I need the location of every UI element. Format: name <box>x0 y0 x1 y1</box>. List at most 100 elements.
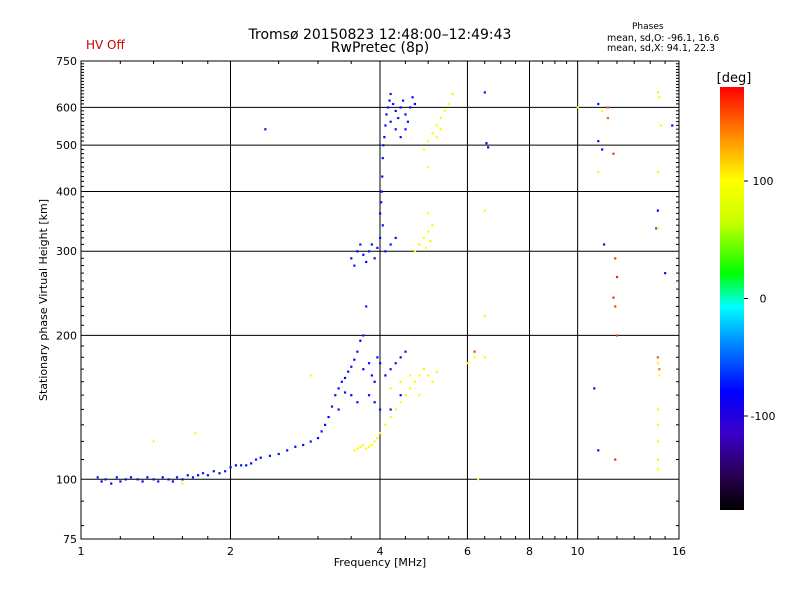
y-tick-label: 750 <box>56 55 77 68</box>
data-point <box>615 334 619 337</box>
data-point <box>664 272 667 275</box>
data-point <box>152 440 155 443</box>
data-point <box>597 102 600 106</box>
data-point <box>201 472 205 475</box>
data-point <box>316 436 320 440</box>
data-point <box>427 140 430 143</box>
data-point <box>429 240 432 243</box>
data-point <box>656 170 659 173</box>
data-point <box>409 387 412 390</box>
data-point <box>362 334 365 337</box>
data-point <box>373 380 376 383</box>
data-point <box>376 356 379 359</box>
data-point <box>129 476 133 479</box>
data-point <box>191 476 195 479</box>
data-point <box>656 356 659 359</box>
data-point <box>427 166 430 169</box>
data-point <box>451 92 454 96</box>
data-point <box>656 423 659 427</box>
data-point <box>356 401 359 404</box>
data-point <box>656 440 659 443</box>
data-point <box>161 476 164 479</box>
data-point <box>476 478 480 481</box>
data-point <box>376 436 379 440</box>
data-point <box>427 230 430 233</box>
data-point <box>196 474 200 477</box>
data-point <box>483 91 486 94</box>
data-point <box>388 99 391 102</box>
data-point <box>401 99 405 102</box>
data-point <box>250 462 253 465</box>
data-point <box>601 148 604 151</box>
data-point <box>404 128 407 131</box>
data-point <box>373 440 376 443</box>
data-point <box>413 102 416 106</box>
data-point <box>422 148 425 151</box>
data-point <box>264 128 267 131</box>
colorbar-tick-label: 100 <box>753 175 774 188</box>
data-point <box>422 236 425 240</box>
colorbar-tick-label: -100 <box>751 410 776 423</box>
data-point <box>167 478 170 481</box>
data-point <box>353 358 356 361</box>
data-point <box>382 144 385 147</box>
data-point <box>413 250 416 253</box>
data-point <box>384 423 387 427</box>
data-point <box>422 368 425 371</box>
data-point <box>427 212 430 215</box>
data-point <box>181 478 184 481</box>
data-point <box>404 394 407 397</box>
data-point <box>404 113 407 116</box>
data-point <box>483 209 486 212</box>
data-point <box>389 408 392 411</box>
data-point <box>399 380 402 383</box>
data-point <box>473 356 476 359</box>
data-point <box>386 106 390 109</box>
data-point <box>656 362 659 365</box>
data-point <box>435 124 438 127</box>
data-point <box>439 128 442 131</box>
data-point <box>224 470 227 473</box>
data-point <box>373 401 376 404</box>
data-point <box>655 227 658 230</box>
data-point <box>359 339 362 342</box>
data-point <box>406 120 409 123</box>
x-tick-label: 6 <box>464 545 471 558</box>
y-tick-label: 100 <box>56 473 77 486</box>
x-tick-label: 8 <box>526 545 533 558</box>
data-point <box>487 146 490 149</box>
data-point <box>367 362 371 365</box>
data-point <box>327 415 330 419</box>
data-point <box>602 243 606 246</box>
data-point <box>612 152 615 155</box>
data-point <box>392 102 395 106</box>
data-point <box>146 476 149 479</box>
data-point <box>234 464 238 467</box>
data-point <box>240 464 243 467</box>
data-point <box>254 458 258 461</box>
data-point <box>409 106 412 109</box>
data-point <box>337 408 340 411</box>
data-point <box>365 260 368 264</box>
data-point <box>576 106 579 109</box>
data-point <box>286 449 289 452</box>
data-point <box>362 253 365 256</box>
data-point <box>612 296 615 299</box>
y-tick-label: 300 <box>56 245 77 258</box>
data-point <box>337 387 340 390</box>
data-point <box>399 401 402 404</box>
phases-o-stats: mean, sd,O: -96.1, 16.6 <box>607 33 720 44</box>
data-point <box>659 124 662 127</box>
data-point <box>124 478 127 481</box>
data-point <box>389 368 392 371</box>
data-point <box>212 470 215 473</box>
data-point <box>350 394 353 397</box>
data-point <box>294 445 297 448</box>
data-point <box>229 466 232 469</box>
data-point <box>439 116 442 120</box>
data-point <box>110 482 113 485</box>
data-point <box>424 246 428 249</box>
data-point <box>389 92 392 96</box>
data-point <box>277 452 280 456</box>
